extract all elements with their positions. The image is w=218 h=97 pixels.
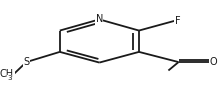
Text: N: N [96, 14, 103, 24]
Text: CH: CH [0, 69, 14, 79]
Text: 3: 3 [7, 75, 12, 81]
Text: S: S [23, 57, 29, 67]
Text: O: O [209, 57, 217, 67]
Text: F: F [174, 16, 180, 26]
